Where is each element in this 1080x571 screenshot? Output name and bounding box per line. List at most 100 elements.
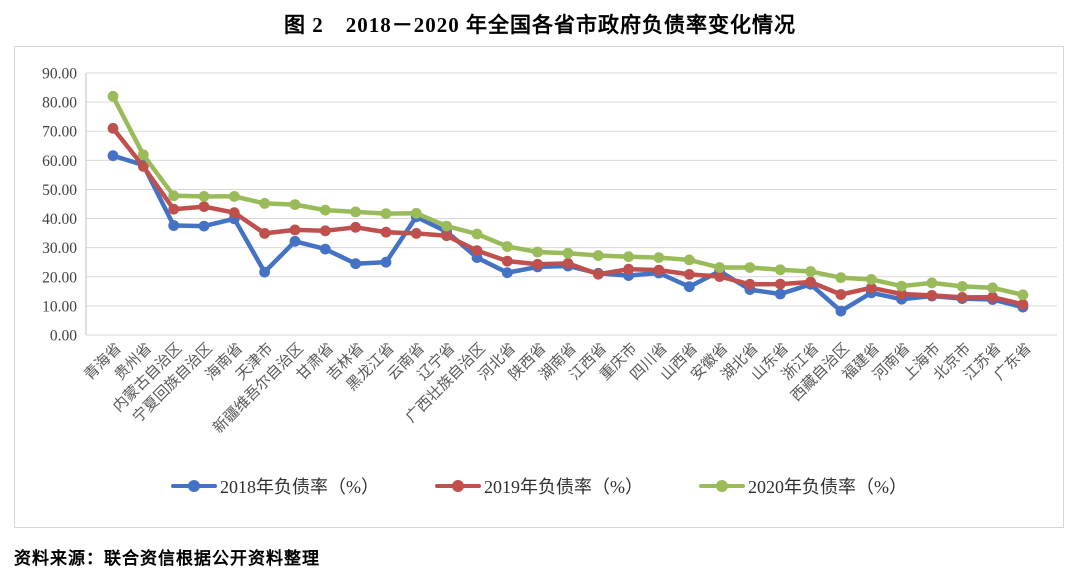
legend-marker-2020-icon <box>699 480 745 492</box>
y-tick-label-50.00: 50.00 <box>42 182 77 199</box>
data-point-2019年负债率（%）-海南省 <box>228 207 240 219</box>
data-point-2019年负债率（%）-福建省 <box>865 282 877 294</box>
data-point-2019年负债率（%）-吉林省 <box>350 221 361 233</box>
data-point-2020年负债率（%）-吉林省 <box>350 206 361 218</box>
data-point-2020年负债率（%）-四川省 <box>653 252 665 263</box>
data-point-2020年负债率（%）-山东省 <box>774 264 786 276</box>
data-point-2019年负债率（%）-云南省 <box>410 228 422 239</box>
data-point-2020年负债率（%）-浙江省 <box>805 266 816 277</box>
data-point-2019年负债率（%）-贵州省 <box>137 161 149 172</box>
data-point-2019年负债率（%）-青海省 <box>107 122 119 134</box>
data-point-2018年负债率（%）-天津市 <box>259 266 270 278</box>
data-point-2019年负债率（%）-重庆市 <box>623 263 634 275</box>
data-point-2020年负债率（%）-甘肃省 <box>319 204 331 216</box>
data-point-2018年负债率（%）-河北省 <box>501 267 513 279</box>
data-point-2020年负债率（%）-河北省 <box>501 241 513 252</box>
data-point-2019年负债率（%）-安徽省 <box>714 271 725 282</box>
legend-label-2019: 2019年负债率（%） <box>484 477 643 497</box>
data-point-2020年负债率（%）-西藏自治区 <box>835 272 847 284</box>
data-point-2018年负债率（%）-吉林省 <box>350 258 361 270</box>
source-note: 资料来源：联合资信根据公开资料整理 <box>14 549 320 568</box>
data-point-2019年负债率（%）-北京市 <box>956 292 968 303</box>
data-point-2020年负债率（%）-广西壮族自治区 <box>471 228 483 240</box>
data-point-2018年负债率（%）-山东省 <box>774 288 786 300</box>
y-tick-label-80.00: 80.00 <box>42 95 77 112</box>
data-point-2020年负债率（%）-江西省 <box>592 250 604 261</box>
data-point-2020年负债率（%）-宁夏回族自治区 <box>198 191 210 202</box>
data-point-2019年负债率（%）-天津市 <box>259 228 270 239</box>
data-point-2019年负债率（%）-河北省 <box>501 255 513 267</box>
series-line-2018年负债率（%） <box>110 153 1026 314</box>
data-point-2020年负债率（%）-重庆市 <box>623 251 634 263</box>
data-point-2020年负债率（%）-河南省 <box>896 280 907 292</box>
data-point-2018年负债率（%）-青海省 <box>107 150 119 162</box>
legend-item-2020: 2020年负债率（%） <box>699 473 907 499</box>
y-tick-label-70.00: 70.00 <box>42 124 77 141</box>
debt-ratio-line-chart: 0.00 10.00 20.00 30.00 40.00 50.00 60.00 70.00 8… <box>42 66 1057 437</box>
data-point-2019年负债率（%）-山东省 <box>774 278 786 290</box>
data-point-2019年负债率（%）-江苏省 <box>987 291 998 303</box>
data-point-2020年负债率（%）-内蒙古自治区 <box>168 190 180 202</box>
chart-title: 图 2 2018－2020 年全国各省市政府负债率变化情况 <box>284 13 796 37</box>
data-point-2020年负债率（%）-山西省 <box>683 254 695 266</box>
data-point-2020年负债率（%）-辽宁省 <box>441 220 452 232</box>
data-point-2020年负债率（%）-湖北省 <box>744 262 756 273</box>
data-point-2020年负债率（%）-安徽省 <box>714 262 725 273</box>
data-point-2020年负债率（%）-海南省 <box>228 191 240 202</box>
y-tick-label-30.00: 30.00 <box>42 240 77 257</box>
data-point-2020年负债率（%）-云南省 <box>410 207 422 219</box>
legend-item-2018: 2018年负债率（%） <box>171 473 379 499</box>
data-point-2020年负债率（%）-青海省 <box>107 90 119 102</box>
data-point-2019年负债率（%）-新疆维吾尔自治区 <box>289 224 301 236</box>
data-point-2018年负债率（%）-甘肃省 <box>319 243 331 255</box>
data-point-2020年负债率（%）-北京市 <box>956 281 968 292</box>
data-point-2019年负债率（%）-上海市 <box>926 290 938 301</box>
data-point-2019年负债率（%）-陕西省 <box>532 258 543 270</box>
data-point-2019年负债率（%）-河南省 <box>896 288 907 300</box>
data-point-2019年负债率（%）-西藏自治区 <box>835 289 847 300</box>
data-point-2019年负债率（%）-山西省 <box>683 269 695 280</box>
data-point-2019年负债率（%）-湖南省 <box>562 258 574 269</box>
data-point-2018年负债率（%）-内蒙古自治区 <box>168 220 180 231</box>
data-point-2020年负债率（%）-天津市 <box>259 198 270 209</box>
chart-plot-frame: 0.00 10.00 20.00 30.00 40.00 50.00 60.00 70.00 8… <box>14 46 1064 528</box>
legend-label-2018: 2018年负债率（%） <box>220 477 379 497</box>
y-tick-label-0.00: 0.00 <box>50 328 77 345</box>
legend-label-2020: 2020年负债率（%） <box>748 477 907 497</box>
y-tick-label-60.00: 60.00 <box>42 153 77 170</box>
data-point-2019年负债率（%）-浙江省 <box>805 276 816 288</box>
y-tick-label-90.00: 90.00 <box>42 66 77 83</box>
data-point-2018年负债率（%）-山西省 <box>683 281 695 293</box>
data-point-2019年负债率（%）-广东省 <box>1017 299 1029 310</box>
y-tick-label-40.00: 40.00 <box>42 211 77 228</box>
series-line-2019年负债率（%） <box>110 126 1026 307</box>
data-point-2020年负债率（%）-江苏省 <box>987 282 998 294</box>
data-point-2018年负债率（%）-黑龙江省 <box>380 256 392 268</box>
data-point-2019年负债率（%）-内蒙古自治区 <box>168 203 180 215</box>
data-point-2018年负债率（%）-西藏自治区 <box>835 305 847 317</box>
data-point-2019年负债率（%）-四川省 <box>653 264 665 276</box>
data-point-2020年负债率（%）-湖南省 <box>562 247 574 259</box>
data-point-2020年负债率（%）-新疆维吾尔自治区 <box>289 199 301 211</box>
y-tick-label-20.00: 20.00 <box>42 269 77 286</box>
data-point-2020年负债率（%）-广东省 <box>1017 289 1029 301</box>
y-tick-label-10.00: 10.00 <box>42 298 77 315</box>
data-point-2020年负债率（%）-上海市 <box>926 277 938 289</box>
data-point-2018年负债率（%）-宁夏回族自治区 <box>198 220 210 232</box>
data-point-2018年负债率（%）-新疆维吾尔自治区 <box>289 235 301 247</box>
legend-marker-2019-icon <box>435 480 481 492</box>
data-point-2020年负债率（%）-福建省 <box>865 274 877 285</box>
data-point-2019年负债率（%）-江西省 <box>592 268 604 280</box>
data-point-2019年负债率（%）-甘肃省 <box>319 225 331 237</box>
data-point-2020年负债率（%）-黑龙江省 <box>380 208 392 220</box>
data-point-2019年负债率（%）-辽宁省 <box>441 230 452 242</box>
data-point-2019年负债率（%）-广西壮族自治区 <box>471 245 483 256</box>
chart-legend: 2018年负债率（%） 2019年负债率（%） 2020年负债率（%） <box>15 473 1063 499</box>
data-point-2020年负债率（%）-贵州省 <box>137 149 149 161</box>
legend-marker-2018-icon <box>171 480 217 492</box>
data-point-2019年负债率（%）-湖北省 <box>744 278 756 290</box>
data-point-2020年负债率（%）-陕西省 <box>532 246 543 258</box>
data-point-2019年负债率（%）-黑龙江省 <box>380 226 392 238</box>
data-point-2019年负债率（%）-宁夏回族自治区 <box>198 201 210 213</box>
legend-item-2019: 2019年负债率（%） <box>435 473 643 499</box>
